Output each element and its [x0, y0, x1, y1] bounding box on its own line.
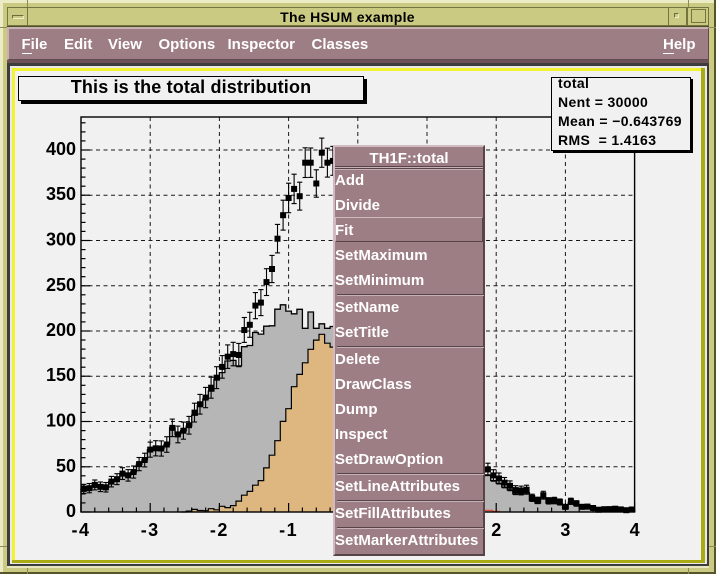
svg-text:50: 50: [56, 456, 76, 476]
svg-text:-1: -1: [279, 520, 298, 540]
svg-text:150: 150: [46, 365, 76, 385]
svg-text:-3: -3: [141, 520, 160, 540]
svg-text:350: 350: [46, 184, 76, 204]
svg-text:100: 100: [46, 411, 76, 431]
svg-text:-4: -4: [71, 520, 90, 540]
svg-text:0: 0: [66, 501, 76, 521]
svg-text:2: 2: [491, 520, 501, 540]
svg-text:-2: -2: [210, 520, 229, 540]
svg-text:300: 300: [46, 230, 76, 250]
svg-text:250: 250: [46, 275, 76, 295]
svg-text:4: 4: [630, 520, 640, 540]
svg-text:200: 200: [46, 320, 76, 340]
svg-text:3: 3: [560, 520, 570, 540]
svg-text:400: 400: [46, 139, 76, 159]
